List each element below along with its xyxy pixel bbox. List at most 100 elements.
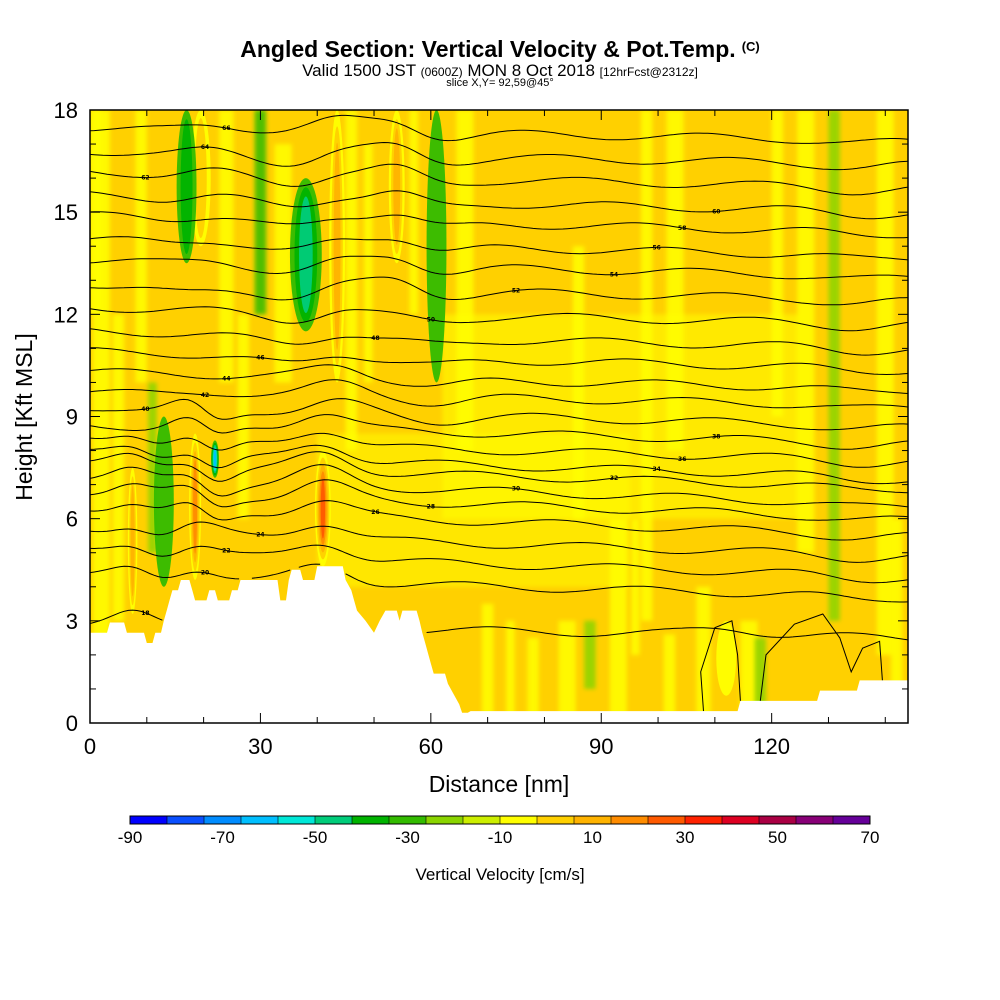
pot-temp-label: 54 <box>610 272 618 279</box>
pot-temp-label: 52 <box>512 287 520 294</box>
valid-date: MON 8 Oct 2018 <box>467 61 595 80</box>
valid-utc: (0600Z) <box>420 65 463 79</box>
colorbar-segment <box>685 816 723 824</box>
velocity-core <box>393 128 401 245</box>
pot-temp-contour <box>90 432 908 468</box>
colorbar-segment <box>833 816 871 824</box>
terrain <box>90 566 908 723</box>
colorbar-segment <box>204 816 242 824</box>
velocity-core <box>193 459 198 554</box>
velocity-core <box>320 478 326 539</box>
pot-temp-label: 62 <box>141 175 149 182</box>
colorbar-tick-label: 30 <box>676 828 695 847</box>
pot-temp-contour <box>90 276 908 306</box>
chart-title-text: Angled Section: Vertical Velocity & Pot.… <box>240 36 736 62</box>
pot-temp-label: 58 <box>678 225 686 232</box>
pot-temp-contour <box>90 521 908 563</box>
colorbar-tick-label: -90 <box>118 828 143 847</box>
pot-temp-contour <box>90 347 908 376</box>
colorbar-segment <box>611 816 649 824</box>
colorbar-tick-label: 10 <box>583 828 602 847</box>
y-tick-label: 3 <box>66 609 78 634</box>
y-axis-label: Height [Kft MSL] <box>11 333 37 500</box>
velocity-streak <box>148 382 157 553</box>
colorbar-tick-label: 50 <box>768 828 787 847</box>
pot-temp-contour <box>90 398 908 431</box>
pot-temp-contour <box>90 364 908 394</box>
y-tick-label: 15 <box>54 200 78 225</box>
x-tick-label: 30 <box>248 734 272 759</box>
chart-subtitle: Valid 1500 JST (0600Z) MON 8 Oct 2018 [1… <box>0 61 1000 81</box>
colorbar-label: Vertical Velocity [cm/s] <box>415 865 584 884</box>
colorbar-tick-label: 70 <box>861 828 880 847</box>
pot-temp-contour <box>90 451 908 494</box>
forecast-info: [12hrFcst@2312z] <box>599 65 698 79</box>
colorbar-segment <box>130 816 168 824</box>
velocity-streak <box>584 620 596 689</box>
velocity-streak <box>754 637 766 723</box>
velocity-core <box>716 620 737 696</box>
colorbar-tick-label: -30 <box>395 828 420 847</box>
pot-temp-contour-low <box>759 613 883 701</box>
colorbar-segment <box>537 816 575 824</box>
velocity-streak <box>771 110 784 417</box>
pot-temp-contour <box>90 444 908 485</box>
chart-title-unit: (C) <box>741 39 760 54</box>
colorbar-segment <box>574 816 612 824</box>
pot-temp-contour <box>90 190 908 220</box>
pot-temp-contour <box>90 544 908 584</box>
colorbar-segment <box>352 816 390 824</box>
velocity-core <box>299 196 313 313</box>
velocity-core <box>333 142 341 350</box>
pot-temp-label: 28 <box>427 504 435 511</box>
x-tick-label: 120 <box>753 734 790 759</box>
pot-temp-contours <box>90 114 908 712</box>
x-tick-label: 60 <box>419 734 443 759</box>
y-tick-label: 18 <box>54 98 78 123</box>
colorbar-segment <box>759 816 797 824</box>
colorbar-segment <box>167 816 205 824</box>
pot-temp-contour <box>90 414 908 450</box>
velocity-streak <box>237 314 250 519</box>
y-tick-label: 6 <box>66 507 78 532</box>
colorbar-tick-label: -10 <box>488 828 513 847</box>
y-tick-label: 12 <box>54 302 78 327</box>
valid-time: Valid 1500 JST <box>302 61 416 80</box>
pot-temp-contour <box>90 479 908 521</box>
pot-temp-label: 24 <box>256 532 264 539</box>
pot-temp-label: 42 <box>201 392 209 399</box>
velocity-streak <box>828 110 840 621</box>
pot-temp-label: 22 <box>222 547 230 554</box>
colorbar: -90 -70 -50 -30 -10 10 30 50 70 <box>118 815 880 847</box>
colorbar-segment <box>796 816 834 824</box>
pot-temp-contour <box>90 255 908 280</box>
pot-temp-label: 46 <box>256 355 264 362</box>
pot-temp-label: 56 <box>652 244 660 251</box>
pot-temp-label: 34 <box>652 466 660 473</box>
colorbar-segment <box>241 816 279 824</box>
pot-temp-contour <box>90 211 908 239</box>
pot-temp-contour-low <box>700 620 741 712</box>
slice-info: slice X,Y= 92,59@45° <box>446 77 554 89</box>
velocity-streak <box>364 144 373 383</box>
x-tick-label: 90 <box>589 734 613 759</box>
pot-temp-label: 40 <box>141 406 149 413</box>
velocity-streak <box>890 518 903 723</box>
colorbar-segment <box>463 816 501 824</box>
velocity-core <box>194 118 207 239</box>
colorbar-segment <box>389 816 427 824</box>
colorbar-tick-label: -70 <box>210 828 235 847</box>
colorbar-segment <box>278 816 316 824</box>
x-tick-label: 0 <box>84 734 96 759</box>
pot-temp-label: 38 <box>712 434 720 441</box>
colorbar-segment <box>500 816 538 824</box>
pot-temp-contour <box>90 379 908 409</box>
pot-temp-contour <box>90 163 908 196</box>
velocity-streak <box>740 620 758 723</box>
chart-title: Angled Section: Vertical Velocity & Pot.… <box>0 36 1000 63</box>
colorbar-segment <box>426 816 464 824</box>
velocity-streak <box>135 110 147 383</box>
velocity-streak <box>558 620 576 723</box>
